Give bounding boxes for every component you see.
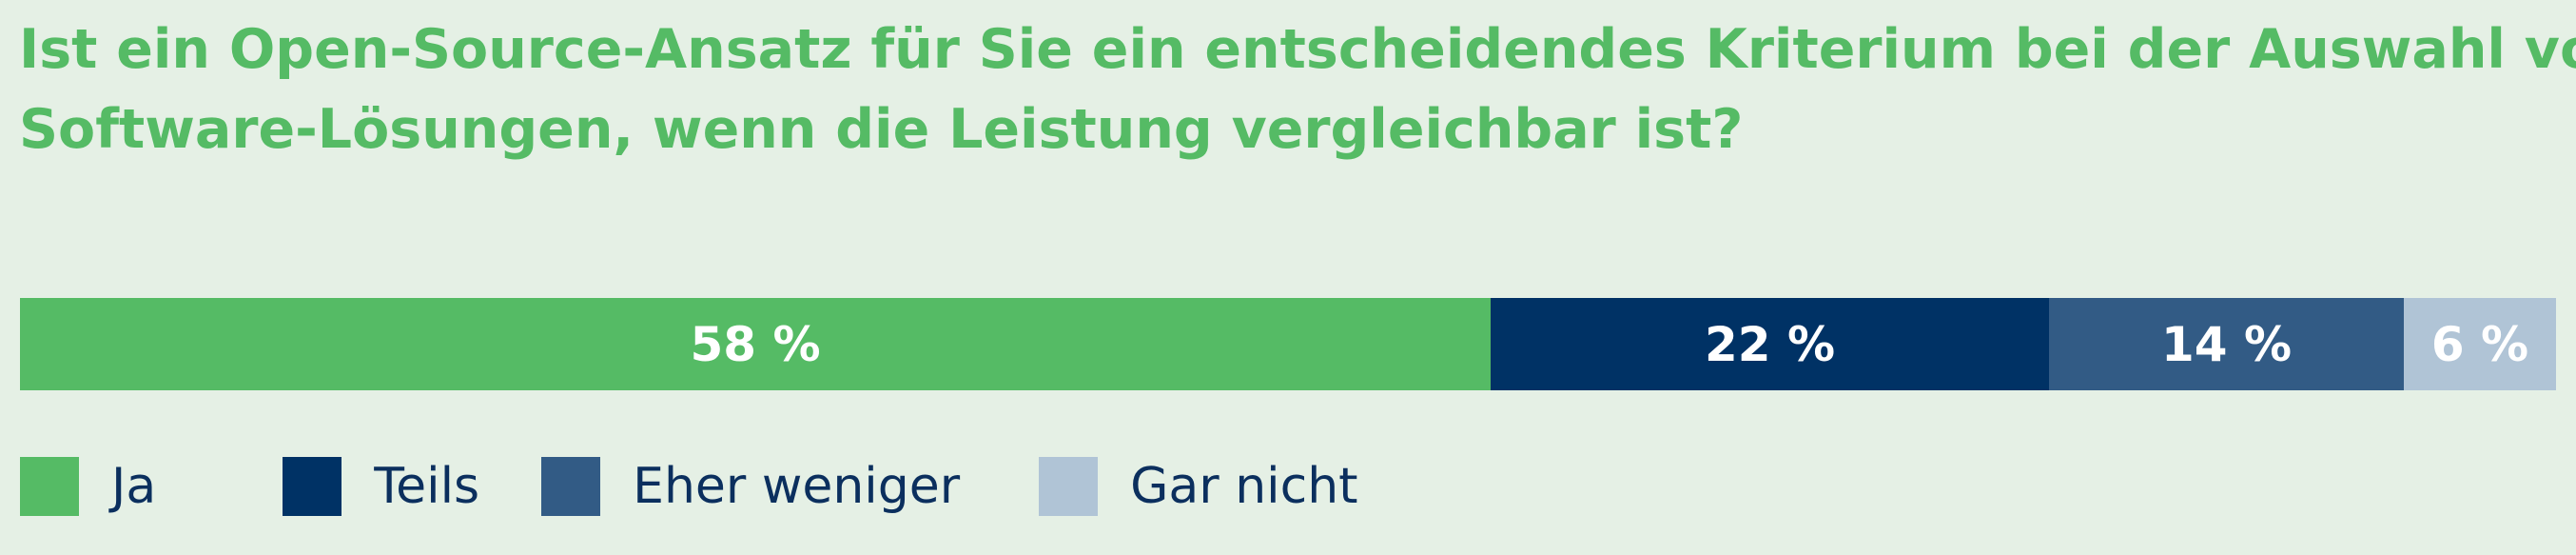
chart-title: Ist ein Open-Source-Ansatz für Sie ein e… (19, 10, 2576, 169)
value-label-ja: 58 % (690, 316, 821, 372)
legend-label-ja: Ja (111, 458, 157, 515)
legend-label-gar-nicht: Gar nicht (1130, 458, 1358, 515)
bar-segment-gar-nicht: 6 % (2404, 298, 2556, 390)
bar-segment-ja: 58 % (20, 298, 1491, 390)
legend-swatch-gar-nicht (1039, 457, 1099, 516)
chart-title-line-2: Software-Lösungen, wenn die Leistung ver… (19, 98, 1744, 161)
value-label-eher-weniger: 14 % (2160, 316, 2293, 372)
legend: Ja Teils Eher weniger Gar nicht (20, 457, 1358, 516)
legend-item-ja: Ja (20, 457, 156, 516)
legend-item-teils: Teils (283, 457, 479, 516)
legend-item-gar-nicht: Gar nicht (1039, 457, 1358, 516)
chart-title-line-1: Ist ein Open-Source-Ansatz für Sie ein e… (19, 18, 2576, 81)
legend-swatch-ja (20, 457, 79, 516)
legend-swatch-eher-weniger (541, 457, 601, 516)
legend-swatch-teils (283, 457, 342, 516)
legend-item-eher-weniger: Eher weniger (541, 457, 960, 516)
value-label-gar-nicht: 6 % (2430, 316, 2529, 372)
value-label-teils: 22 % (1704, 316, 1836, 372)
legend-label-teils: Teils (374, 458, 480, 515)
bar-segment-teils: 22 % (1491, 298, 2049, 390)
legend-label-eher-weniger: Eher weniger (633, 458, 961, 515)
stacked-bar: 58 % 22 % 14 % 6 % (20, 298, 2556, 390)
bar-segment-eher-weniger: 14 % (2049, 298, 2404, 390)
